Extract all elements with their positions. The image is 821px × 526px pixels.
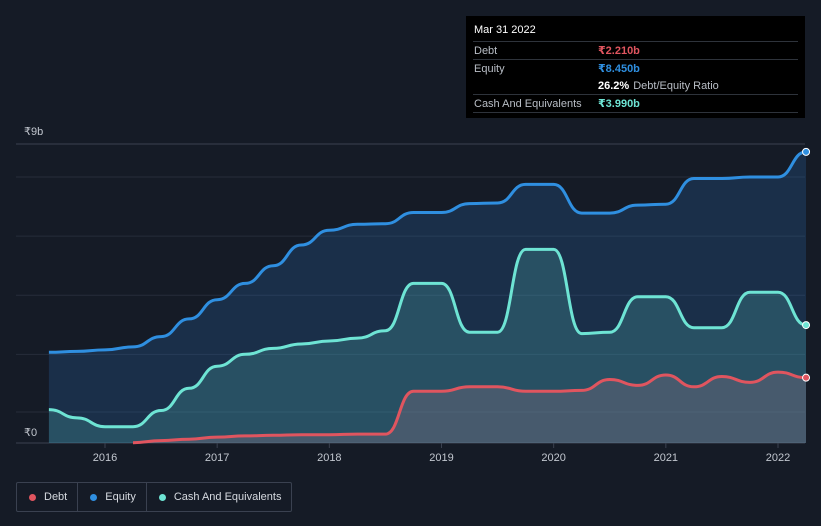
equity-area — [48, 151, 806, 443]
debt-dot-icon — [29, 493, 36, 501]
end-markers — [802, 147, 811, 382]
tooltip-date: Mar 31 2022 — [474, 24, 536, 36]
y-axis-ticks: ₹9b ₹0 — [24, 126, 43, 439]
tooltip-equity-value: ₹8.450b — [598, 63, 640, 75]
equity-dot-icon — [90, 493, 98, 501]
cash-area — [48, 249, 806, 443]
legend-item-debt[interactable]: Debt — [17, 483, 79, 511]
tooltip-ratio-value: 26.2% — [598, 79, 630, 92]
legend-cash-label: Cash And Equivalents — [173, 491, 282, 503]
legend-equity-label: Equity — [105, 491, 136, 503]
debt-area — [133, 372, 806, 443]
debt-line — [132, 370, 807, 445]
x-tick-label: 2016 — [93, 452, 117, 464]
x-tick-label: 2017 — [205, 452, 229, 464]
series-areas — [48, 151, 806, 443]
y-tick-label: ₹0 — [24, 427, 37, 439]
x-tick-label: 2020 — [541, 452, 565, 464]
tooltip-debt-label: Debt — [474, 44, 498, 57]
tooltip-cash-label: Cash And Equivalents — [474, 97, 582, 110]
legend-debt-label: Debt — [44, 491, 68, 503]
chart-legend: Debt Equity Cash And Equivalents — [16, 482, 293, 512]
x-tick-label: 2018 — [317, 452, 341, 464]
tooltip-debt-value: ₹2.210b — [598, 45, 640, 57]
debt-end-marker — [802, 373, 811, 382]
legend-item-equity[interactable]: Equity — [78, 483, 147, 511]
cash-dot-icon — [158, 493, 166, 501]
x-tick-label: 2021 — [654, 452, 678, 464]
tooltip-panel: Mar 31 2022 Debt ₹2.210b Equity ₹8.450b … — [466, 16, 805, 118]
series-lines — [48, 150, 807, 445]
tooltip-equity-label: Equity — [474, 62, 505, 75]
y-tick-label: ₹9b — [24, 126, 43, 138]
x-axis-ticks: 2016 2017 2018 2019 2020 2021 2022 — [93, 443, 790, 464]
x-tick-label: 2022 — [766, 452, 790, 464]
equity-line — [48, 150, 807, 354]
tooltip-ratio-label: Debt/Equity Ratio — [633, 79, 719, 92]
cash-line — [48, 247, 807, 429]
cash-end-marker — [802, 321, 811, 330]
x-tick-label: 2019 — [429, 452, 453, 464]
tooltip-cash-value: ₹3.990b — [598, 98, 640, 110]
legend-item-cash[interactable]: Cash And Equivalents — [147, 483, 292, 511]
equity-end-marker — [802, 147, 811, 156]
